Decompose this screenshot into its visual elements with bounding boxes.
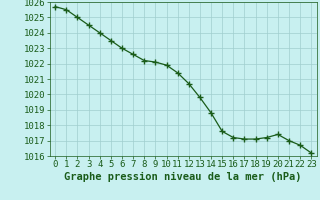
X-axis label: Graphe pression niveau de la mer (hPa): Graphe pression niveau de la mer (hPa): [64, 172, 302, 182]
